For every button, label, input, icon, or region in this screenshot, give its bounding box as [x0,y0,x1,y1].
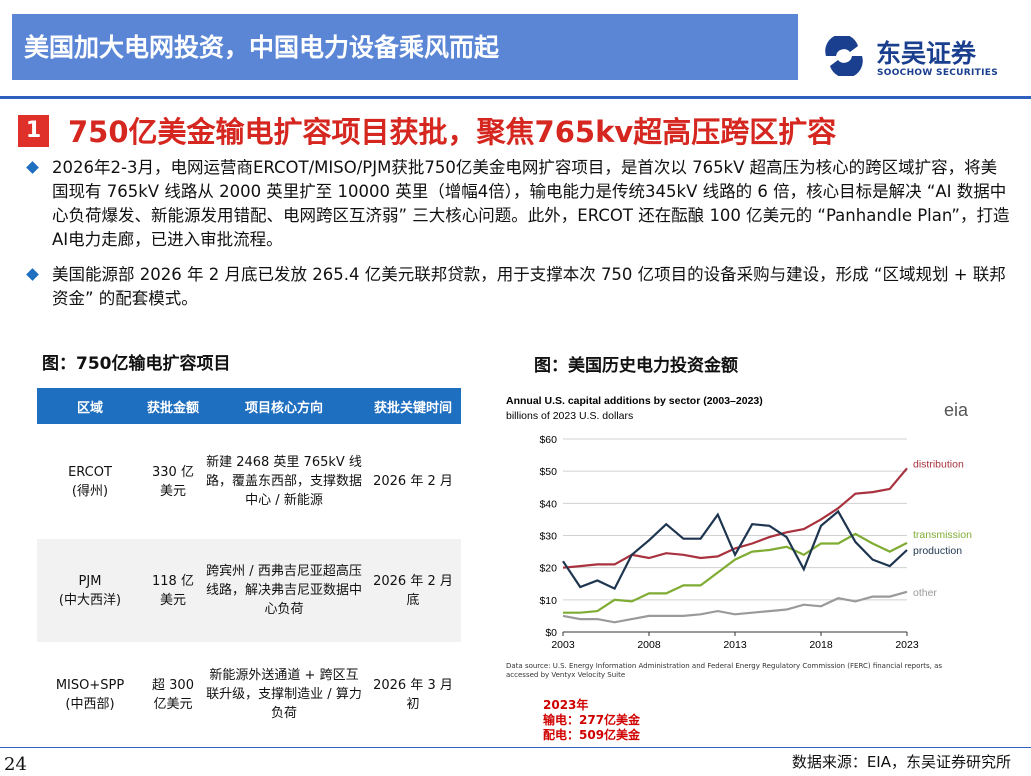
y-tick-label: $20 [539,563,557,575]
chart-source: Data source: U.S. Energy Information Adm… [506,662,943,679]
bullet-icon [26,268,39,281]
table-header: 获批金额 [143,388,203,424]
logo-icon [825,36,863,76]
table-cell: PJM (中大西洋) [37,539,143,642]
table-header: 区域 [37,388,143,424]
table-header: 获批关键时间 [365,388,461,424]
table-cell: 超 300 亿美元 [143,642,203,748]
y-tick-label: $10 [539,595,557,607]
note: 输电：277亿美金 [543,713,641,727]
table-cell: 2026 年 2 月底 [365,539,461,642]
table: 区域 获批金额 项目核心方向 获批关键时间 ERCOT (得州) 330 亿美元新… [37,388,461,748]
table-caption: 图：750亿输电扩容项目 [42,354,231,374]
series-label: transmission [913,529,972,541]
header-title: 美国加大电网投资，中国电力设备乘风而起 [24,33,500,62]
table-cell: 330 亿美元 [152,464,194,499]
divider [0,96,1031,99]
header-bar [12,14,798,80]
table-body: ERCOT (得州) 330 亿美元 新建 2468 英里 765kV 线路，覆盖东… [37,424,461,748]
series-label: production [913,545,962,557]
x-tick-label: 2013 [723,639,747,651]
y-tick-label: $40 [539,498,557,510]
page-number: 24 [4,754,27,775]
line-series [562,590,908,624]
x-tick-label: 2008 [637,639,661,651]
bullet-text: 美国能源部 2026 年 2 月底已发放 265.4 亿美元联邦贷款，用于支撑本… [52,265,1006,308]
table-cell: 新建 2468 英里 765kV 线路，覆盖东西部，支撑数据中心 / 新能源 [206,455,363,508]
line-series [563,532,908,614]
table-cell: 2026 年 2 月 [373,474,453,489]
table-cell: MISO+SPP (中西部) [37,642,143,748]
table-row: ERCOT (得州) 330 亿美元 新建 2468 英里 765kV 线路，覆盖东… [37,424,461,539]
series-label: distribution [913,458,964,470]
y-tick-label: $30 [539,531,557,543]
y-tick-label: $0 [545,627,557,639]
series-label: other [913,587,937,599]
footer-source: 数据来源：EIA，东吴证券研究所 [791,753,1011,771]
table-row: PJM (中大西洋) 118 亿美元 跨宾州 / 西弗吉尼亚超高压线路，解决弗吉尼亚… [37,539,461,642]
table-header: 项目核心方向 [203,388,365,424]
logo-text: 东吴证券 [876,39,977,68]
line-series [562,467,908,569]
y-tick-label: $60 [539,434,557,446]
section-number: 1 [18,115,49,147]
bullet-icon [26,161,39,174]
note: 配电：509亿美金 [543,728,641,742]
table-row: MISO+SPP (中西部) 超 300 亿美元 新能源外送通道 + 跨区互联升级，… [37,642,461,748]
x-tick-label: 2023 [895,639,919,651]
section-title: 750亿美金输电扩容项目获批，聚焦765kv超高压跨区扩容 [68,115,837,149]
footer-divider [0,747,1031,748]
line-series [562,509,908,591]
x-tick-label: 2018 [809,639,833,651]
y-tick-label: $50 [539,466,557,478]
table-cell: 新能源外送通道 + 跨区互联升级，支撑制造业 / 算力负荷 [203,642,365,748]
chart-caption: 图：美国历史电力投资金额 [534,356,738,376]
chart-subtitle: billions of 2023 U.S. dollars [506,410,633,422]
note: 2023年 [543,698,589,712]
bullet-text: 2026年2-3月，电网运营商ERCOT/MISO/PJM获批750亿美金电网扩… [52,158,1010,249]
table-cell: 2026 年 3 月初 [365,642,461,748]
brand: eia [944,400,969,420]
table-cell: 跨宾州 / 西弗吉尼亚超高压线路，解决弗吉尼亚数据中心负荷 [203,539,365,642]
table-cell: 118 亿美元 [143,539,203,642]
logo-subtext: SOOCHOW SECURITIES [877,68,998,78]
chart-title: Annual U.S. capital additions by sector … [506,395,763,407]
table-cell: ERCOT (得州) [68,464,112,499]
chart: Annual U.S. capital additions by sector … [506,395,972,651]
x-tick-label: 2003 [551,639,575,651]
